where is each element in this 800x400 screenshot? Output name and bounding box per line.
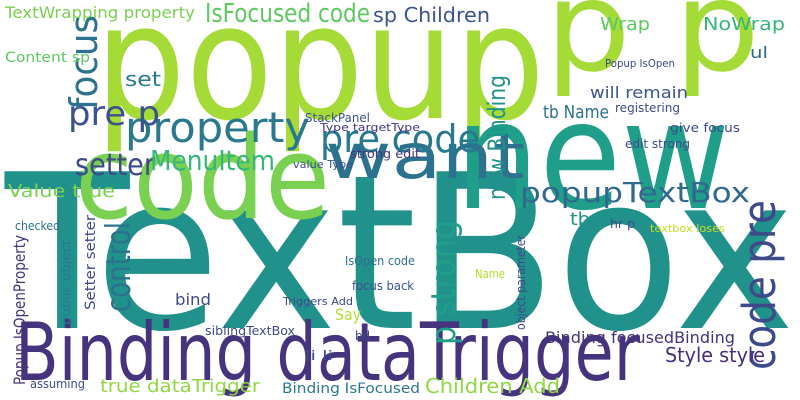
word: Style style [665,343,765,367]
word: new Binding [483,75,511,200]
word: true dataTrigger [100,376,261,397]
word: MenuItem [150,144,275,177]
word: StackPanel [305,111,370,125]
word: new [455,70,730,244]
word: public object [59,240,73,325]
word: p strong [424,220,464,345]
word: tb [570,209,590,230]
word: sp Children [373,3,490,27]
word: popup [95,0,545,156]
word: NoWrap [703,14,785,35]
word: Binding dataTrigger [15,306,640,399]
word: Binding focusedBinding [545,328,735,347]
word: hr p [610,217,635,231]
word: set [125,67,161,91]
word: pre p [68,94,160,134]
word: IsOpen code [345,254,415,268]
word: will remain [590,83,688,102]
word: value Type [293,158,353,171]
word: property [125,103,310,152]
word: ul [750,43,768,62]
word: Value true [8,181,115,202]
word: pre code [320,117,480,161]
word: p p [545,0,760,100]
word: li li [305,349,333,364]
word: Wrap [600,14,650,35]
word: strong edit [350,147,420,161]
word: assuming [30,377,85,391]
word: Binding IsFocused [282,381,420,397]
word: TextWrapping property [4,3,195,22]
word: tb Name [543,102,609,123]
word: Content sp [5,50,90,66]
word: Setter setter [83,215,99,310]
word: Triggers Add [282,295,353,308]
word: Type targetType [319,121,420,134]
word: edit strong [625,137,690,151]
word: Say [335,305,361,324]
word: siblingTextBox [205,324,295,338]
word: textbox loses [650,222,725,235]
word: popupTextBox [520,176,750,209]
word: checked [15,219,60,233]
word: Popup IsOpen [605,57,675,70]
word: code [75,112,330,246]
word: give focus [670,121,740,135]
word: focus back [352,279,414,293]
word: control [99,222,139,312]
word: TextBox [4,128,795,379]
word: bind [175,290,211,309]
word: Name [475,267,505,281]
word: IsFocused code [205,0,370,29]
word: Children Add [425,374,560,398]
word: registering [615,101,680,115]
word: object parameter [514,235,528,330]
word: focus [62,15,106,110]
word: setter [75,148,156,183]
word: want [325,120,525,193]
word: bd [355,329,370,343]
word: Popup IsOpenProperty [10,235,29,385]
word: code pre [733,200,786,370]
